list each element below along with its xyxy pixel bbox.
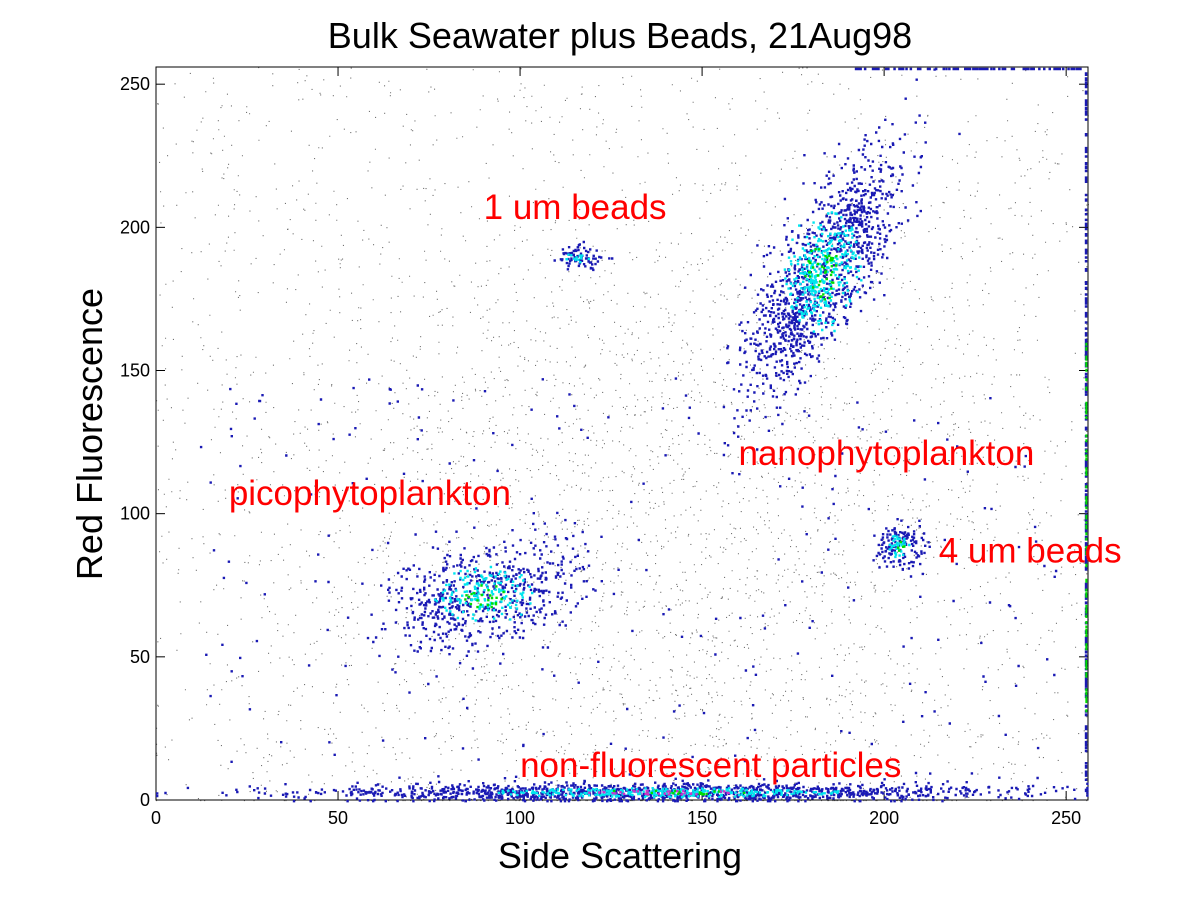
cluster-points-peak-density bbox=[588, 789, 730, 796]
x-tick-label: 150 bbox=[687, 808, 717, 828]
data-points bbox=[156, 67, 1089, 803]
cluster-points-low-density bbox=[697, 68, 961, 476]
x-axis-label: Side Scattering bbox=[498, 835, 742, 876]
y-axis-label: Red Fluorescence bbox=[69, 288, 110, 580]
saturation-edge-points bbox=[1084, 72, 1088, 793]
annotation-label: 4 um beads bbox=[939, 531, 1122, 570]
cluster-points-low-density bbox=[553, 240, 614, 272]
cluster-points-low-density bbox=[156, 772, 1089, 803]
population-cluster bbox=[156, 772, 1089, 803]
population-cluster bbox=[553, 240, 614, 272]
cluster-points-high-density bbox=[464, 584, 505, 609]
annotation-label: 1 um beads bbox=[484, 188, 667, 227]
y-tick-label: 150 bbox=[120, 361, 150, 381]
saturation-top-points bbox=[854, 67, 1082, 71]
chart-title: Bulk Seawater plus Beads, 21Aug98 bbox=[328, 15, 912, 56]
x-tick-label: 50 bbox=[328, 808, 348, 828]
cluster-points-mid-density bbox=[433, 565, 534, 622]
annotation-label: picophytoplankton bbox=[229, 474, 511, 513]
cluster-points-mid-density bbox=[888, 534, 911, 559]
y-tick-label: 0 bbox=[140, 790, 150, 810]
x-tick-label: 0 bbox=[151, 808, 161, 828]
cluster-points-high-density bbox=[897, 540, 906, 552]
y-tick-label: 200 bbox=[120, 217, 150, 237]
cluster-points-mid-density bbox=[497, 787, 840, 799]
cluster-points-mid-density bbox=[565, 253, 591, 264]
annotations: 1 um beads nanophytoplankton picophytoplan… bbox=[229, 188, 1122, 785]
cluster-points-low-density bbox=[872, 519, 930, 578]
cluster-points-high-density bbox=[804, 248, 838, 301]
x-tick-label: 250 bbox=[1051, 808, 1081, 828]
population-cluster bbox=[346, 512, 620, 665]
y-tick-label: 100 bbox=[120, 504, 150, 524]
population-cluster bbox=[697, 68, 961, 476]
y-tick-label: 250 bbox=[120, 74, 150, 94]
saturation-edge-dense bbox=[1085, 342, 1088, 713]
y-tick-label: 50 bbox=[130, 647, 150, 667]
x-tick-label: 200 bbox=[869, 808, 899, 828]
x-tick-label: 100 bbox=[505, 808, 535, 828]
axes: 0 50 100 150 200 250 0 50 100 150 200 250 bbox=[120, 66, 1089, 828]
cluster-points-low-density bbox=[346, 512, 620, 665]
population-cluster bbox=[872, 519, 930, 578]
annotation-label: nanophytoplankton bbox=[739, 434, 1035, 473]
annotation-label: non-fluorescent particles bbox=[520, 746, 901, 785]
